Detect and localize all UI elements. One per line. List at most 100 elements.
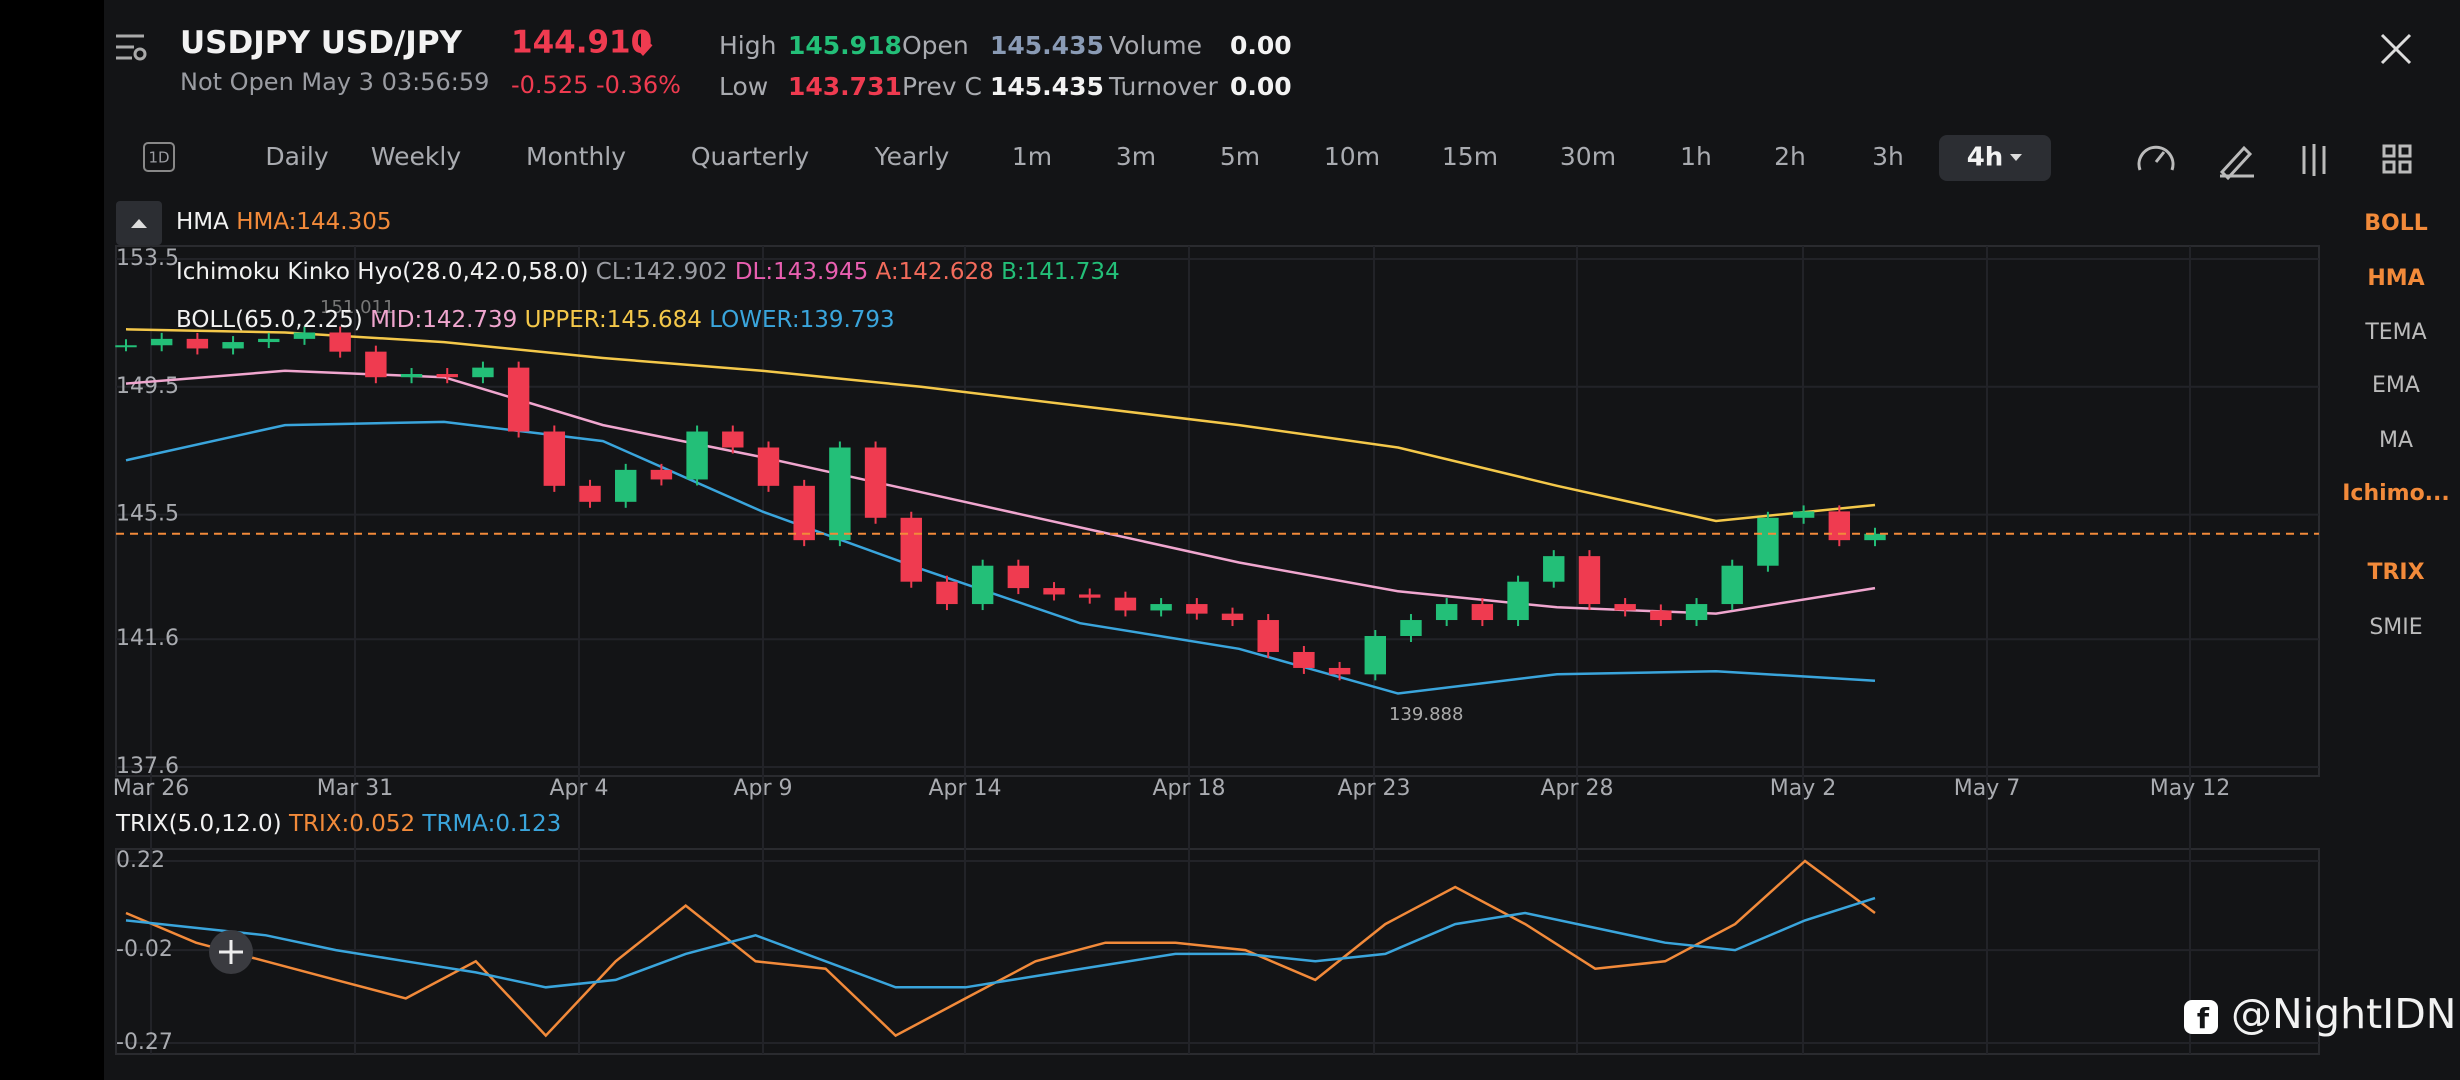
candle	[1721, 565, 1743, 605]
period-tab[interactable]: 2h	[1774, 142, 1806, 171]
speed-icon[interactable]	[2137, 145, 2175, 171]
x-tick-label: Apr 28	[1540, 776, 1613, 801]
candle	[150, 338, 173, 346]
candle	[1864, 533, 1886, 541]
down-arrow	[633, 32, 653, 57]
candle	[1007, 565, 1030, 589]
boll-line	[125, 420, 1876, 695]
stat-value: 145.435	[990, 72, 1104, 101]
period-tab[interactable]: 1m	[1012, 142, 1052, 171]
candle	[1400, 620, 1422, 637]
stat-value: 145.435	[990, 31, 1104, 60]
x-tick-label: Mar 26	[113, 776, 190, 801]
high-marker: 151.011	[320, 297, 394, 318]
stat-label: High	[719, 31, 776, 60]
indicator-toggle[interactable]: MA	[2379, 428, 2413, 453]
candle	[793, 485, 815, 541]
y-tick-label: 145.5	[116, 502, 179, 527]
period-tab[interactable]: 3h	[1872, 142, 1904, 171]
candle	[864, 447, 887, 518]
candle	[1328, 667, 1351, 675]
boll-mid: MID:142.739	[370, 307, 517, 333]
x-tick-label: Apr 23	[1337, 776, 1410, 801]
candle	[1828, 511, 1851, 541]
candle	[722, 431, 744, 448]
draw-icon[interactable]	[2219, 145, 2254, 181]
period-tab[interactable]: Quarterly	[691, 142, 810, 171]
stat-label: Turnover	[1108, 72, 1218, 101]
collapse-caret	[131, 219, 147, 228]
period-tab[interactable]: 3m	[1116, 142, 1156, 171]
pair: USD/JPY	[321, 25, 463, 61]
ichimoku-dl: DL:143.945	[735, 259, 868, 285]
add-icon	[219, 940, 243, 964]
period-tab[interactable]: 5m	[1220, 142, 1260, 171]
ichimoku-name: Ichimoku Kinko Hyo(28.0,42.0,58.0)	[176, 259, 588, 285]
candle	[115, 345, 137, 348]
candle	[222, 342, 244, 349]
price: 144.910	[511, 25, 652, 61]
menu-icon[interactable]	[116, 34, 147, 61]
candle	[1079, 594, 1101, 598]
y-tick-label: -0.27	[116, 1030, 173, 1055]
symbol: USDJPY USD/JPY	[180, 25, 463, 61]
trix-legend: TRIX(5.0,12.0) TRIX:0.052 TRMA:0.123	[115, 811, 561, 837]
change-pct: -0.36%	[596, 71, 681, 99]
indicator-toggle[interactable]: Ichimo...	[2342, 481, 2450, 506]
period-tab[interactable]: 10m	[1324, 142, 1380, 171]
period-tab[interactable]: 15m	[1442, 142, 1498, 171]
indicator-toggle[interactable]: BOLL	[2364, 211, 2428, 236]
candle	[436, 374, 458, 378]
stat-label: Volume	[1109, 31, 1202, 60]
candle	[186, 338, 209, 349]
candle	[579, 485, 601, 502]
x-tick-label: Apr 4	[549, 776, 608, 801]
active-period-bg[interactable]	[1939, 135, 2051, 181]
period-tab[interactable]: Daily	[265, 142, 328, 171]
period-icon[interactable]	[143, 142, 175, 172]
candle	[1257, 620, 1279, 652]
period-tab[interactable]: Monthly	[526, 142, 626, 171]
candle	[1543, 556, 1565, 582]
period-tab[interactable]: Yearly	[874, 142, 950, 171]
candle	[1757, 517, 1779, 566]
indicator-toggle[interactable]: EMA	[2372, 373, 2420, 398]
indicator-toggle[interactable]: HMA	[2367, 266, 2424, 291]
x-tick-label: Apr 9	[733, 776, 792, 801]
x-tick-label: May 2	[1770, 776, 1836, 801]
candle	[1578, 556, 1601, 605]
close-button[interactable]	[2380, 33, 2412, 65]
facebook-icon	[2184, 1000, 2218, 1034]
candle	[1435, 604, 1458, 621]
candle	[1364, 636, 1386, 675]
hma-name: HMA	[176, 209, 229, 235]
indicator-toggle[interactable]: SMIE	[2369, 615, 2422, 640]
app-bg	[104, 0, 2460, 1080]
candle-icon[interactable]	[2302, 144, 2326, 176]
trix-value: TRIX:0.052	[288, 811, 415, 837]
boll-name: BOLL(65.0,2.25)	[176, 307, 363, 333]
dropdown-caret	[2010, 154, 2022, 161]
boll-lower: LOWER:139.793	[709, 307, 895, 333]
period-tab[interactable]: 30m	[1560, 142, 1616, 171]
change: -0.525 -0.36%	[511, 71, 681, 99]
period-tab[interactable]: Weekly	[371, 142, 461, 171]
period-tab[interactable]: 1h	[1680, 142, 1712, 171]
candle	[507, 367, 530, 432]
indicator-toggle[interactable]: TRIX	[2367, 560, 2424, 585]
watermark: @NightIDN	[2231, 990, 2456, 1038]
stat-value: 143.731	[788, 72, 902, 101]
candle	[1114, 597, 1137, 611]
candle	[900, 517, 922, 582]
ticker: USDJPY	[180, 25, 310, 61]
ichimoku-b: B:141.734	[1001, 259, 1120, 285]
active-period[interactable]: 4h	[1967, 143, 2004, 173]
grid-icon[interactable]	[2382, 144, 2412, 174]
x-tick-label: Apr 14	[928, 776, 1001, 801]
candle	[329, 332, 351, 352]
indicator-toggle[interactable]: TEMA	[2364, 320, 2426, 345]
low-marker: 139.888	[1389, 704, 1463, 725]
ichimoku-cl: CL:142.902	[596, 259, 728, 285]
trma-value: TRMA:0.123	[421, 811, 561, 837]
